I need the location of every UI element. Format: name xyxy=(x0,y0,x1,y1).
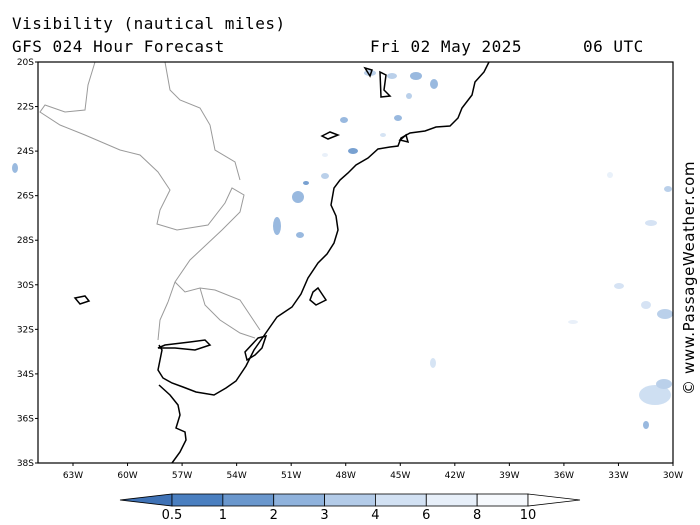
legend-label: 6 xyxy=(422,508,431,523)
visibility-patches xyxy=(12,70,673,429)
legend-swatch xyxy=(527,493,581,507)
longitude-axis: 63W 60W 57W 54W 51W 48W 45W 42W 39W 36W 33W 30W xyxy=(63,463,683,481)
chart-title: Visibility (nautical miles) xyxy=(12,14,286,33)
lat-label: 20S xyxy=(17,58,34,68)
legend-label: 1 xyxy=(218,508,227,523)
lon-label: 42W xyxy=(445,471,465,481)
lat-label: 22S xyxy=(17,103,34,113)
lat-label: 32S xyxy=(17,325,34,335)
map-frame xyxy=(37,61,674,464)
country-borders xyxy=(39,61,261,341)
legend-label: 2 xyxy=(269,508,278,523)
lat-label: 34S xyxy=(17,370,34,380)
legend-swatch xyxy=(324,493,376,507)
forecast-time: 06 UTC xyxy=(583,37,644,56)
lat-label: 24S xyxy=(17,147,34,157)
forecast-model: GFS 024 Hour Forecast xyxy=(12,37,225,56)
lat-label: 26S xyxy=(17,192,34,202)
legend-swatch xyxy=(476,493,529,507)
coastline xyxy=(73,61,490,464)
legend-label: 0.5 xyxy=(161,508,183,523)
latitude-axis: 20S 22S 24S 26S 28S 30S 32S 34S 36S 38S xyxy=(17,58,38,469)
lon-label: 54W xyxy=(226,471,246,481)
legend-swatch xyxy=(425,493,478,507)
lon-label: 57W xyxy=(172,471,192,481)
legend-label: 4 xyxy=(371,508,380,523)
lon-label: 51W xyxy=(281,471,301,481)
lat-label: 30S xyxy=(17,281,34,291)
lon-label: 63W xyxy=(63,471,83,481)
legend-swatch xyxy=(119,493,173,507)
lon-label: 39W xyxy=(499,471,519,481)
legend-label: 10 xyxy=(519,508,537,523)
legend-swatch xyxy=(273,493,325,507)
legend-label: 8 xyxy=(473,508,482,523)
lon-label: 48W xyxy=(336,471,356,481)
lon-label: 60W xyxy=(117,471,137,481)
legend-colorbar xyxy=(119,493,581,507)
legend-label: 3 xyxy=(320,508,329,523)
lat-label: 36S xyxy=(17,414,34,424)
forecast-date: Fri 02 May 2025 xyxy=(370,37,522,56)
lon-label: 33W xyxy=(608,471,628,481)
legend-swatch xyxy=(375,493,427,507)
legend-swatch xyxy=(222,493,275,507)
lat-label: 38S xyxy=(17,459,34,469)
legend-swatch xyxy=(171,493,224,507)
credit-watermark: © www.PassageWeather.com xyxy=(680,160,698,395)
lon-label: 45W xyxy=(390,471,410,481)
lat-label: 28S xyxy=(17,236,34,246)
lon-label: 36W xyxy=(554,471,574,481)
lon-label: 30W xyxy=(663,471,683,481)
